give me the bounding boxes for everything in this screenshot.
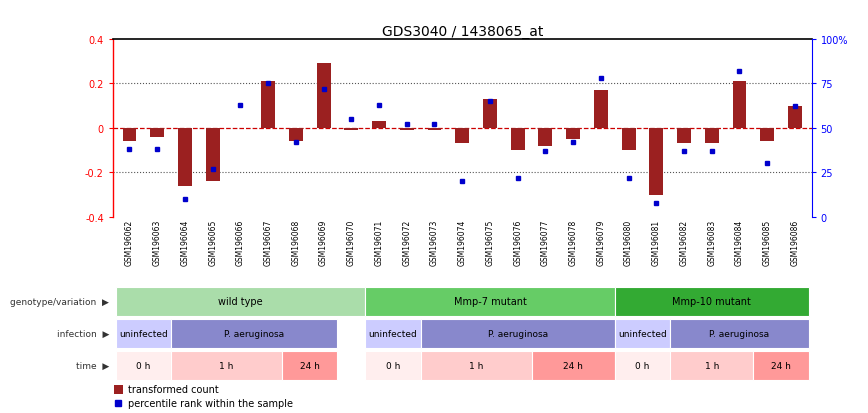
- Text: uninfected: uninfected: [369, 329, 418, 338]
- Text: 24 h: 24 h: [563, 361, 583, 370]
- Text: genotype/variation  ▶: genotype/variation ▶: [10, 297, 109, 306]
- Text: 1 h: 1 h: [220, 361, 233, 370]
- Bar: [289, 128, 303, 142]
- Bar: [178, 128, 192, 186]
- Text: percentile rank within the sample: percentile rank within the sample: [128, 398, 293, 408]
- Bar: [345, 128, 358, 131]
- Text: uninfected: uninfected: [119, 329, 168, 338]
- Text: GSM196083: GSM196083: [707, 219, 716, 266]
- Bar: [566, 128, 580, 140]
- Text: 0 h: 0 h: [385, 361, 400, 370]
- Text: GSM196070: GSM196070: [347, 219, 356, 266]
- Bar: [615, 319, 670, 348]
- Bar: [456, 128, 469, 144]
- Text: GSM196079: GSM196079: [596, 219, 605, 266]
- Text: GSM196081: GSM196081: [652, 219, 661, 265]
- Bar: [372, 122, 386, 128]
- Text: GSM196076: GSM196076: [513, 219, 523, 266]
- Bar: [365, 351, 421, 380]
- Bar: [428, 128, 442, 131]
- Text: P. aeruginosa: P. aeruginosa: [224, 329, 285, 338]
- Text: GSM196086: GSM196086: [791, 219, 799, 266]
- Text: GSM196063: GSM196063: [153, 219, 161, 266]
- Text: GSM196072: GSM196072: [402, 219, 411, 266]
- Bar: [621, 128, 635, 151]
- Text: GSM196084: GSM196084: [735, 219, 744, 266]
- Text: 1 h: 1 h: [469, 361, 483, 370]
- Title: GDS3040 / 1438065_at: GDS3040 / 1438065_at: [382, 25, 542, 39]
- Bar: [733, 82, 746, 128]
- Text: GSM196066: GSM196066: [236, 219, 245, 266]
- Bar: [115, 319, 171, 348]
- Bar: [649, 128, 663, 195]
- Bar: [594, 91, 608, 128]
- Bar: [122, 128, 136, 142]
- Bar: [206, 128, 220, 182]
- Text: GSM196071: GSM196071: [374, 219, 384, 266]
- Text: 24 h: 24 h: [299, 361, 319, 370]
- Text: GSM196075: GSM196075: [485, 219, 495, 266]
- Text: time  ▶: time ▶: [76, 361, 109, 370]
- Text: transformed count: transformed count: [128, 385, 219, 394]
- Bar: [150, 128, 164, 138]
- Bar: [760, 128, 774, 142]
- Bar: [615, 287, 809, 316]
- Text: 24 h: 24 h: [771, 361, 791, 370]
- Bar: [788, 106, 802, 128]
- Bar: [317, 64, 331, 128]
- Text: 0 h: 0 h: [635, 361, 649, 370]
- Text: GSM196062: GSM196062: [125, 219, 134, 266]
- Bar: [365, 319, 421, 348]
- Bar: [261, 82, 275, 128]
- Text: GSM196085: GSM196085: [763, 219, 772, 266]
- Bar: [538, 128, 552, 146]
- Text: Mmp-10 mutant: Mmp-10 mutant: [673, 297, 751, 306]
- Text: GSM196080: GSM196080: [624, 219, 633, 266]
- Bar: [400, 128, 414, 131]
- Bar: [421, 319, 615, 348]
- Bar: [171, 351, 282, 380]
- Bar: [705, 128, 719, 144]
- Bar: [115, 385, 122, 394]
- Bar: [670, 351, 753, 380]
- Bar: [365, 287, 615, 316]
- Bar: [753, 351, 809, 380]
- Bar: [115, 287, 365, 316]
- Text: GSM196069: GSM196069: [319, 219, 328, 266]
- Bar: [670, 319, 809, 348]
- Bar: [171, 319, 338, 348]
- Text: GSM196073: GSM196073: [430, 219, 439, 266]
- Bar: [510, 128, 524, 151]
- Text: P. aeruginosa: P. aeruginosa: [709, 329, 770, 338]
- Bar: [531, 351, 615, 380]
- Bar: [677, 128, 691, 144]
- Bar: [483, 100, 496, 128]
- Text: GSM196065: GSM196065: [208, 219, 217, 266]
- Text: Mmp-7 mutant: Mmp-7 mutant: [453, 297, 526, 306]
- Bar: [115, 351, 171, 380]
- Text: P. aeruginosa: P. aeruginosa: [488, 329, 548, 338]
- Text: GSM196078: GSM196078: [569, 219, 577, 266]
- Text: GSM196067: GSM196067: [264, 219, 273, 266]
- Text: GSM196074: GSM196074: [457, 219, 467, 266]
- Text: 0 h: 0 h: [136, 361, 150, 370]
- Text: 1 h: 1 h: [705, 361, 719, 370]
- Bar: [282, 351, 338, 380]
- Text: infection  ▶: infection ▶: [57, 329, 109, 338]
- Text: GSM196068: GSM196068: [292, 219, 300, 266]
- Text: GSM196082: GSM196082: [680, 219, 688, 265]
- Bar: [421, 351, 531, 380]
- Text: GSM196064: GSM196064: [181, 219, 189, 266]
- Text: uninfected: uninfected: [618, 329, 667, 338]
- Bar: [615, 351, 670, 380]
- Text: GSM196077: GSM196077: [541, 219, 550, 266]
- Text: wild type: wild type: [218, 297, 263, 306]
